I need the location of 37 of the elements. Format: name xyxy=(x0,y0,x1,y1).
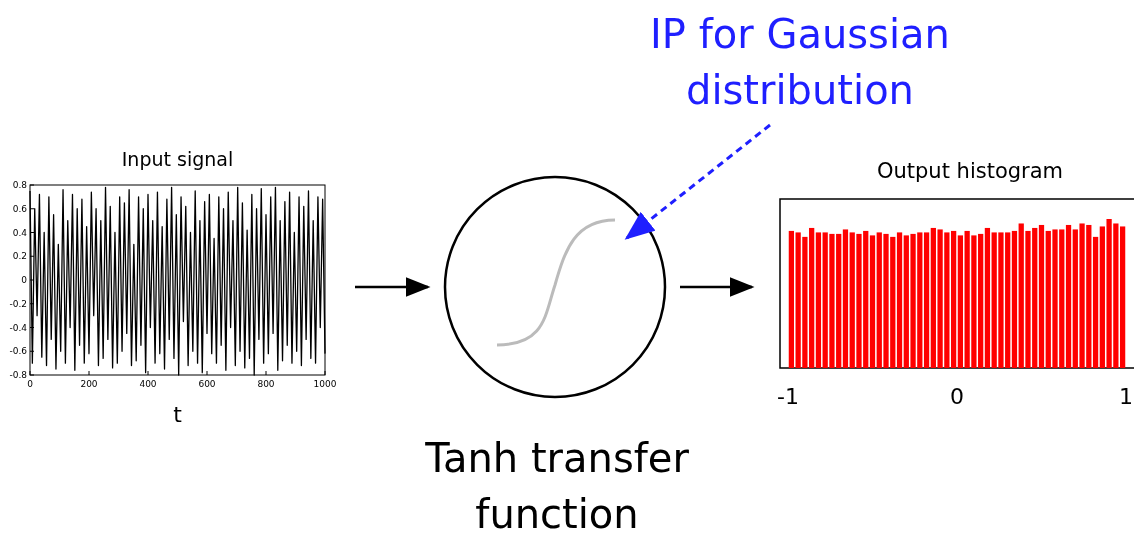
bar xyxy=(1092,236,1099,368)
bar xyxy=(869,235,876,368)
y-tick-label: 0 xyxy=(21,275,28,285)
bar xyxy=(1011,230,1018,368)
x-tick-label: 600 xyxy=(198,379,216,389)
bar xyxy=(1065,224,1072,368)
bar xyxy=(1038,224,1045,368)
x-tick-label: 0 xyxy=(950,384,964,409)
x-tick-label: 800 xyxy=(257,379,275,389)
y-tick-label: 0.8 xyxy=(12,180,28,190)
y-tick-label: -0.4 xyxy=(9,322,28,333)
bar xyxy=(1119,226,1126,368)
y-tick-label: -0.6 xyxy=(9,346,28,357)
chart-title: Input signal xyxy=(121,148,234,170)
x-axis-title: t xyxy=(173,402,183,427)
y-tick-label: 0.4 xyxy=(12,227,28,238)
x-tick-label: 200 xyxy=(80,379,98,389)
bar xyxy=(923,232,930,368)
bar xyxy=(788,230,795,368)
y-tick-label: 0.6 xyxy=(12,203,28,214)
x-tick-label: 1 xyxy=(1119,384,1133,409)
bar xyxy=(950,230,957,368)
bar xyxy=(896,232,903,368)
x-tick-label: -1 xyxy=(777,384,799,409)
x-tick-label: 400 xyxy=(139,379,157,389)
bar xyxy=(842,229,849,368)
line-series xyxy=(29,186,326,376)
bar xyxy=(984,227,991,368)
y-tick-label: -0.2 xyxy=(9,298,27,309)
y-tick-label: 0.2 xyxy=(12,251,27,262)
text: Tanh transfer function xyxy=(424,435,690,536)
chart-title: Output histogram xyxy=(876,159,1064,183)
y-tick-label: -0.8 xyxy=(9,370,28,380)
text: IP for Gaussian distribution xyxy=(650,11,950,113)
bar xyxy=(957,235,964,368)
bar xyxy=(815,232,822,368)
x-tick-label: 1000 xyxy=(313,379,337,389)
